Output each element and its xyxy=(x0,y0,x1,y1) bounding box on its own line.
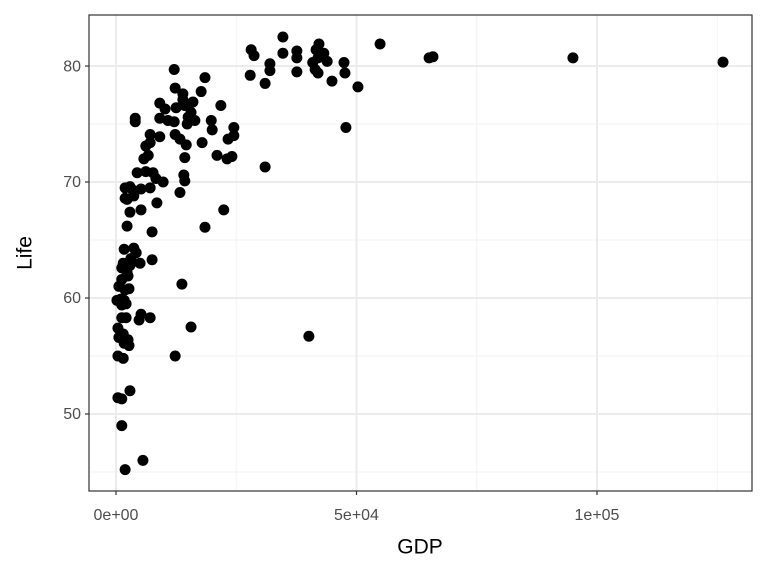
point xyxy=(215,99,227,111)
point xyxy=(340,122,352,134)
point xyxy=(211,149,223,161)
point xyxy=(144,312,156,324)
point xyxy=(291,66,303,78)
grid xyxy=(89,15,752,491)
x-tick-label: 5e+04 xyxy=(334,507,379,524)
point xyxy=(135,308,147,320)
point xyxy=(195,86,207,98)
point xyxy=(179,152,191,164)
point xyxy=(326,75,338,87)
point xyxy=(174,186,186,198)
point xyxy=(170,102,182,114)
point xyxy=(567,52,579,64)
point xyxy=(154,112,166,124)
point xyxy=(121,193,133,205)
point xyxy=(205,115,217,127)
point xyxy=(154,131,166,143)
point xyxy=(169,350,181,362)
point xyxy=(176,278,188,290)
point xyxy=(144,128,156,140)
point xyxy=(291,52,303,64)
point xyxy=(116,262,128,274)
point xyxy=(131,167,143,179)
point xyxy=(168,64,180,76)
point xyxy=(244,69,256,81)
point xyxy=(124,206,136,218)
point xyxy=(277,47,289,59)
point xyxy=(259,77,271,89)
point xyxy=(154,97,166,109)
point xyxy=(123,340,135,352)
point xyxy=(259,161,271,173)
point xyxy=(179,175,191,187)
point xyxy=(374,38,386,50)
point xyxy=(264,65,276,77)
point xyxy=(119,464,131,476)
points xyxy=(111,31,729,476)
point xyxy=(135,183,147,195)
point xyxy=(339,67,351,79)
point xyxy=(124,385,136,397)
point xyxy=(307,57,319,69)
point xyxy=(179,99,191,111)
point xyxy=(185,321,197,333)
point xyxy=(196,137,208,149)
point xyxy=(199,72,211,84)
point xyxy=(116,393,128,405)
point xyxy=(181,118,193,130)
point xyxy=(338,57,350,69)
point xyxy=(228,122,240,134)
point xyxy=(312,67,324,79)
point xyxy=(122,270,134,282)
point xyxy=(248,50,260,62)
point xyxy=(169,82,181,94)
point xyxy=(144,182,156,194)
point xyxy=(116,299,128,311)
y-tick-label: 60 xyxy=(63,290,81,307)
point xyxy=(221,153,233,165)
point xyxy=(118,243,130,255)
point xyxy=(199,221,211,233)
point xyxy=(123,283,135,295)
point xyxy=(140,140,152,152)
point xyxy=(135,204,147,216)
point xyxy=(303,330,315,342)
point xyxy=(137,454,149,466)
point xyxy=(423,52,435,64)
y-tick-label: 70 xyxy=(63,174,81,191)
point xyxy=(129,116,141,128)
point xyxy=(140,166,152,178)
point xyxy=(146,226,158,238)
point xyxy=(117,352,129,364)
point xyxy=(717,56,729,68)
point xyxy=(352,81,364,93)
point xyxy=(218,204,230,216)
point xyxy=(277,31,289,43)
x-axis-title: GDP xyxy=(397,536,443,559)
y-tick-label: 80 xyxy=(63,58,81,75)
point xyxy=(169,128,181,140)
point xyxy=(113,280,125,292)
point xyxy=(134,257,146,269)
y-axis-title: Life xyxy=(14,236,37,270)
x-tick-label: 0e+00 xyxy=(94,507,139,524)
point xyxy=(222,133,234,145)
y-tick-label: 50 xyxy=(63,406,81,423)
point xyxy=(151,197,163,209)
point xyxy=(138,153,150,165)
point xyxy=(121,220,133,232)
point xyxy=(146,254,158,266)
point xyxy=(116,420,128,432)
point xyxy=(120,312,132,324)
point xyxy=(206,124,218,136)
point xyxy=(119,182,131,194)
panel-border xyxy=(88,14,753,492)
x-tick-label: 1e+05 xyxy=(575,507,620,524)
